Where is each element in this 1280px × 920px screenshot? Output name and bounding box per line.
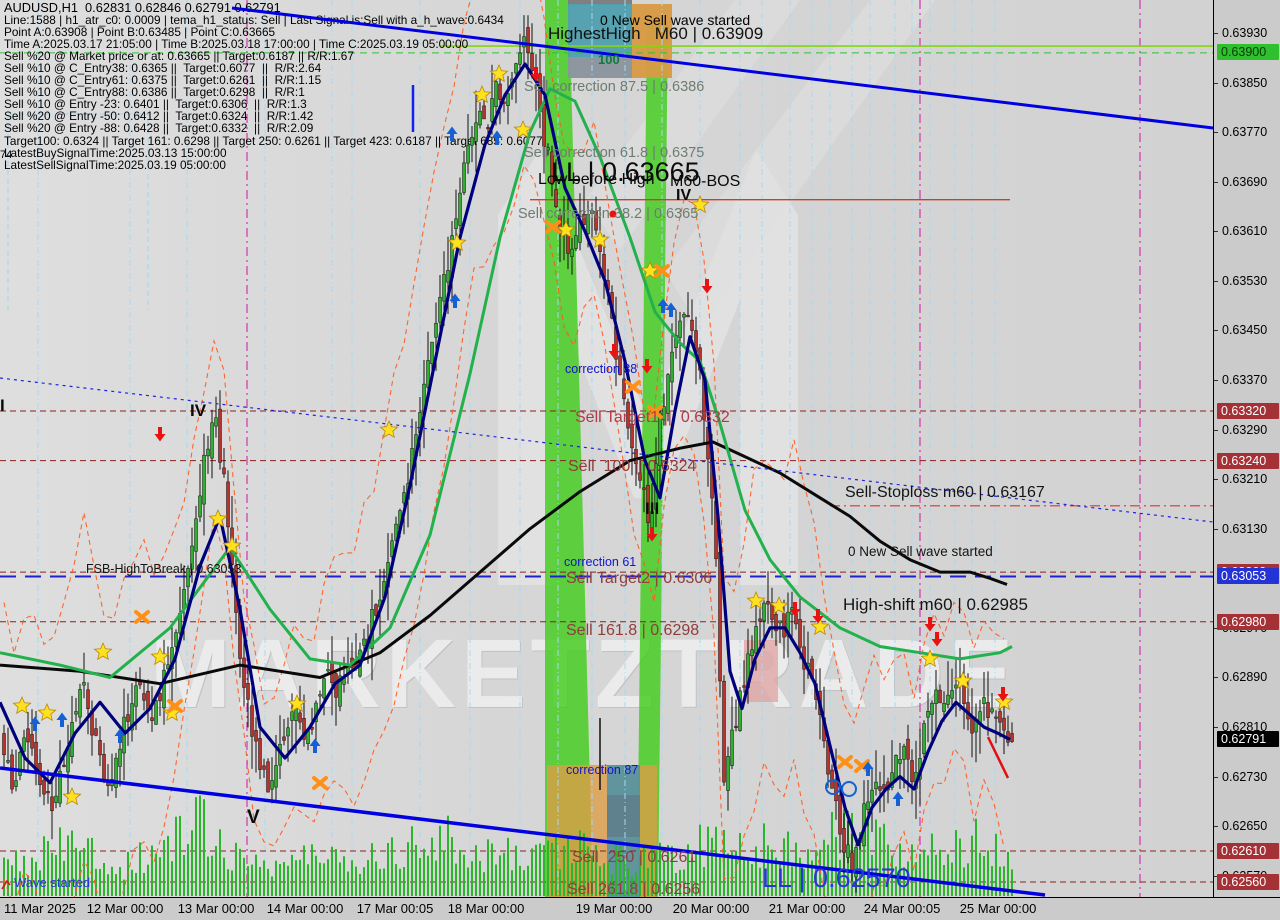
price-tick-label: 0.63770 (1222, 125, 1268, 140)
price-tickmark (1214, 280, 1218, 282)
price-tick-label: 0.63690 (1222, 174, 1268, 189)
time-tick-label: 18 Mar 00:00 (447, 901, 525, 916)
price-tickmark (1214, 33, 1218, 34)
price-level-badge: 0.63240 (1217, 452, 1279, 469)
price-tickmark (1214, 528, 1218, 530)
price-tick-label: 0.63370 (1222, 373, 1268, 388)
price-tickmark (1214, 875, 1218, 877)
price-tick-label: 0.63130 (1222, 521, 1268, 536)
price-tickmark (1214, 826, 1218, 828)
price-tick-label: 0.63290 (1222, 422, 1268, 437)
price-tickmark (1214, 231, 1218, 233)
price-tick-label: 0.63850 (1222, 75, 1268, 90)
price-tickmark (1214, 181, 1218, 183)
time-tick-label: 24 Mar 00:05 (863, 901, 941, 916)
price-tick-label: 0.63210 (1222, 472, 1268, 487)
time-tick-label: 13 Mar 00:00 (177, 901, 255, 916)
price-level-badge: 0.63900 (1217, 43, 1279, 60)
price-tick-label: 0.63930 (1222, 26, 1268, 40)
price-level-badge: 0.63053 (1217, 568, 1279, 585)
price-tick-label: 0.63610 (1222, 224, 1268, 239)
price-tickmark (1214, 330, 1218, 332)
price-tick-label: 0.62810 (1222, 720, 1268, 735)
price-tick-label: 0.62730 (1222, 769, 1268, 784)
price-level-badge: 0.62980 (1217, 613, 1279, 630)
price-tickmark (1214, 479, 1218, 481)
price-tickmark (1214, 380, 1218, 382)
chart-canvas[interactable] (0, 0, 1213, 897)
price-tick-label: 0.62650 (1222, 819, 1268, 834)
price-level-badge: 0.62560 (1217, 873, 1279, 890)
time-tick-label: 19 Mar 00:00 (575, 901, 653, 916)
price-tickmark (1214, 727, 1218, 729)
price-tickmark (1214, 82, 1218, 84)
price-tickmark (1214, 429, 1218, 431)
price-tickmark (1214, 132, 1218, 134)
price-tick-label: 0.63530 (1222, 273, 1268, 288)
time-tick-label: 20 Mar 00:00 (672, 901, 750, 916)
time-tick-label: 21 Mar 00:00 (768, 901, 846, 916)
price-tickmark (1214, 776, 1218, 778)
price-axis[interactable]: 0.63930 0.63850 0.63770 0.63690 0.63610 0.635… (1213, 0, 1280, 897)
time-tick-label: 12 Mar 00:00 (86, 901, 164, 916)
time-tick-label: 14 Mar 00:00 (266, 901, 344, 916)
time-tick-label: 25 Mar 00:00 (959, 901, 1037, 916)
price-tickmark (1214, 677, 1218, 679)
price-tick-label: 0.63450 (1222, 323, 1268, 338)
price-level-badge: 0.63320 (1217, 403, 1279, 420)
time-axis[interactable]: 11 Mar 2025 12 Mar 00:00 13 Mar 00:00 14 Ma… (0, 897, 1280, 920)
price-level-badge: 0.62610 (1217, 843, 1279, 859)
time-tick-label: 17 Mar 00:05 (356, 901, 434, 916)
price-tick-label: 0.62890 (1222, 670, 1268, 685)
price-level-badge: 0.62791 (1217, 730, 1279, 747)
time-tick-label: 11 Mar 2025 (4, 901, 77, 916)
price-tickmark (1214, 627, 1218, 629)
